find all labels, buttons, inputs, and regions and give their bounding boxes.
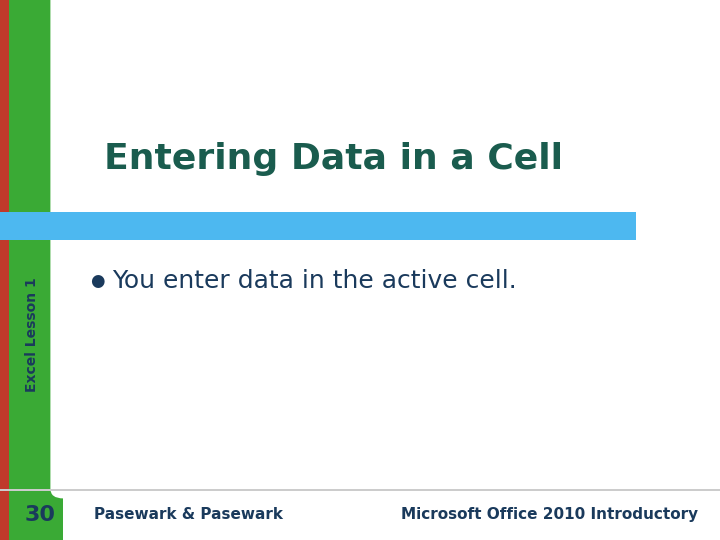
Bar [0, 489, 720, 491]
Bar [63, 0, 243, 119]
Bar [0, 0, 63, 540]
Bar [0, 0, 9, 540]
Text: Excel Lesson 1: Excel Lesson 1 [24, 278, 39, 392]
Text: Entering Data in a Cell: Entering Data in a Cell [104, 143, 563, 176]
FancyBboxPatch shape [58, 0, 720, 137]
Text: Pasewark & Pasewark: Pasewark & Pasewark [94, 507, 283, 522]
Text: Microsoft Office 2010 Introductory: Microsoft Office 2010 Introductory [401, 507, 698, 522]
Text: You enter data in the active cell.: You enter data in the active cell. [112, 269, 516, 293]
FancyBboxPatch shape [50, 0, 720, 498]
Text: 30: 30 [24, 504, 55, 525]
Text: ●: ● [90, 272, 104, 290]
Bar [0, 212, 636, 240]
